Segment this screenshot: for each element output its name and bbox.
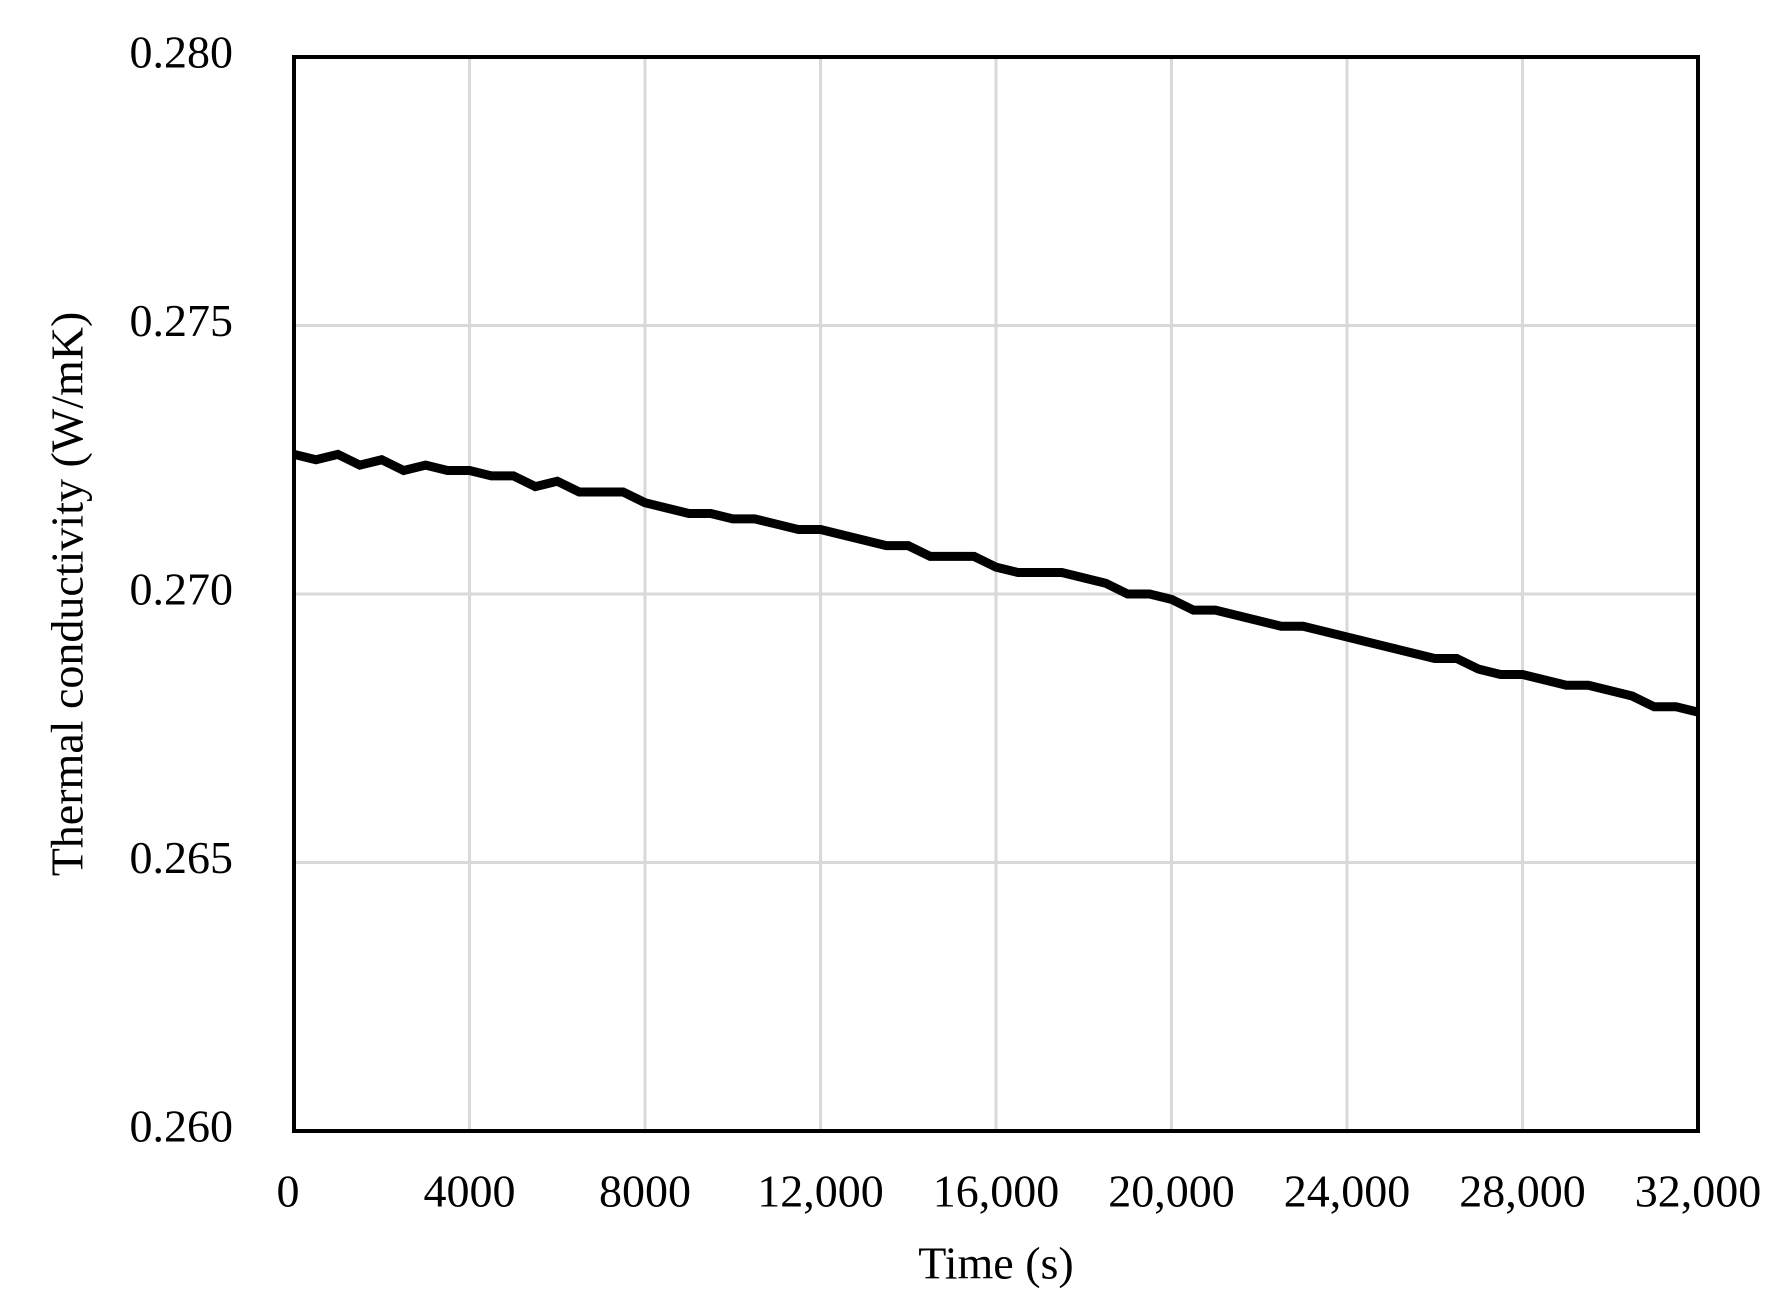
- x-tick-label: 12,000: [757, 1166, 884, 1217]
- plot-frame: [292, 55, 1700, 1133]
- x-tick-label: 16,000: [933, 1166, 1060, 1217]
- y-tick-label: 0.280: [130, 27, 234, 78]
- y-tick-label: 0.265: [130, 832, 234, 883]
- x-tick-label: 20,000: [1108, 1166, 1235, 1217]
- y-tick-label: 0.270: [130, 564, 234, 615]
- x-tick-label: 0: [277, 1166, 300, 1217]
- data-line: [292, 449, 1700, 717]
- x-tick-label: 28,000: [1459, 1166, 1586, 1217]
- x-tick-label: 4000: [424, 1166, 516, 1217]
- x-tick-label: 8000: [599, 1166, 691, 1217]
- x-tick-label: 24,000: [1284, 1166, 1411, 1217]
- x-tick-label: 32,000: [1635, 1166, 1762, 1217]
- x-axis-title: Time (s): [918, 1238, 1074, 1289]
- y-axis-title: Thermal conductivity (W/mK): [42, 312, 93, 877]
- y-tick-label: 0.275: [130, 295, 234, 346]
- y-tick-label: 0.260: [130, 1101, 234, 1152]
